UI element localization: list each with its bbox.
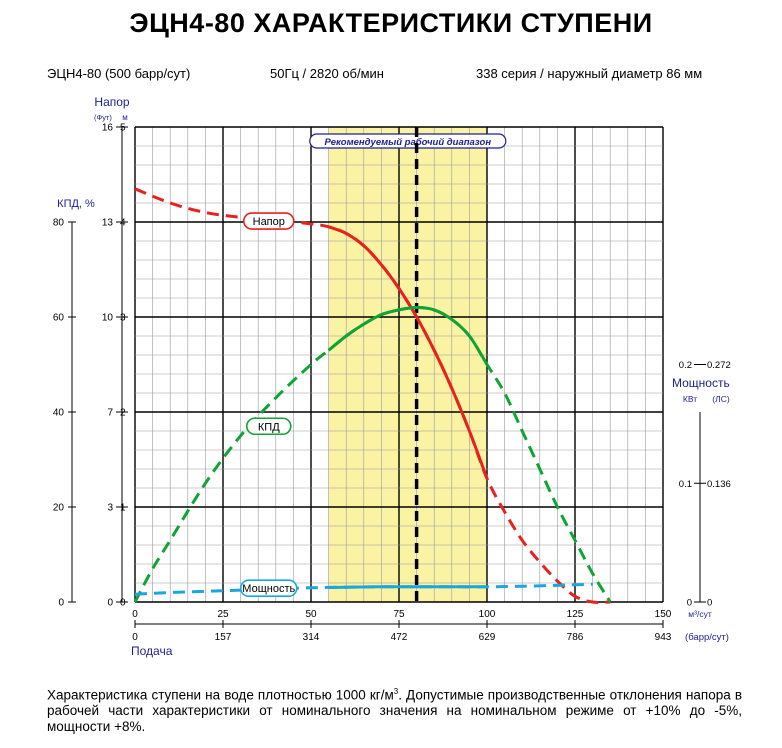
efficiency-axis-tick-label: 20: [53, 503, 65, 514]
recommended-range-label: Рекомендуемый рабочий диапазон: [325, 137, 492, 148]
power-axis-unit-hp: (ЛС): [712, 394, 730, 404]
head-axis-tick-label-m: 5: [120, 123, 126, 134]
power-axis-tick-label-hp: 0.272: [707, 360, 731, 371]
flow-axis-tick-label: 50: [305, 609, 317, 620]
flow-secondary-axis-tick-label: 314: [303, 632, 320, 643]
flow-secondary-axis-tick-label: 786: [567, 632, 584, 643]
power-axis-unit-kw: КВт: [683, 394, 697, 404]
series-label: 338 серия / наружный диаметр 86 мм: [476, 66, 703, 81]
flow-secondary-axis-tick-label: 472: [391, 632, 408, 643]
head-curve-label-box: [242, 212, 295, 230]
efficiency-axis-tick-label: 60: [53, 313, 65, 324]
power-curve-dashed: [134, 582, 593, 596]
recommended-range-label-box: [309, 133, 507, 149]
power-axis-tick-label-kw: 0.1: [679, 479, 692, 490]
flow-axis-tick-label: 0: [132, 609, 138, 620]
flow-secondary-axis-tick-label: 0: [132, 632, 138, 643]
efficiency-axis-tick-label: 40: [53, 408, 65, 419]
efficiency-curve-label-box: [245, 417, 292, 436]
flow-axis-unit-primary: м³/сут: [688, 609, 712, 619]
flow-axis-title: Подача: [131, 644, 173, 658]
footnote: Характеристика ступени на воде плотность…: [47, 684, 742, 734]
footnote-text-a: Характеристика ступени на воде плотность…: [47, 687, 394, 703]
power-curve-solid: [328, 585, 487, 589]
efficiency-axis-title: КПД, %: [57, 198, 95, 210]
model-label: ЭЦН4-80 (500 барр/сут): [47, 66, 191, 81]
head-axis-tick-label-m: 1: [120, 503, 126, 514]
head-axis-tick-label-m: 4: [120, 218, 126, 229]
efficiency-curve-label: КПД: [258, 421, 280, 433]
recommended-range-band: [328, 127, 487, 602]
power-axis-tick-label-kw: 0: [687, 598, 692, 609]
head-axis-tick-label-m: 0: [120, 598, 126, 609]
footnote-superscript: 3: [393, 687, 399, 696]
pump-performance-chart: Рекомендуемый рабочий диапазон Напор КПД Мо…: [53, 95, 731, 658]
head-curve-label: Напор: [253, 216, 285, 228]
head-curve-solid: [328, 225, 489, 480]
head-axis-title: Напор: [94, 95, 130, 109]
power-axis-tick-label-hp: 0: [707, 598, 712, 609]
power-axis-title: Мощность: [672, 376, 730, 390]
head-axis-tick-label-m: 3: [120, 313, 126, 324]
head-axis-tick-label-ft: 10: [102, 313, 114, 324]
speed-label: 50Гц / 2820 об/мин: [270, 66, 384, 81]
power-axis-tick-label-kw: 0.2: [679, 360, 692, 371]
efficiency-axis-tick-label: 80: [53, 218, 65, 229]
head-axis-tick-label-m: 2: [120, 408, 126, 419]
head-axis-tick-label-ft: 7: [107, 408, 113, 419]
head-axis-unit-m: м: [122, 113, 128, 122]
flow-axis-tick-label: 150: [655, 609, 672, 620]
flow-axis-tick-label: 75: [393, 609, 405, 620]
head-axis-tick-label-ft: 13: [102, 218, 114, 229]
head-axis-tick-label-ft: 3: [107, 503, 113, 514]
head-axis-unit-ft: (Фут): [94, 113, 112, 122]
power-curve-label-box: [239, 579, 298, 598]
efficiency-curve-solid: [327, 305, 489, 366]
flow-secondary-axis-tick-label: 629: [479, 632, 496, 643]
flow-axis-unit-secondary: (барр/сут): [685, 632, 729, 643]
power-curve-label: Мощность: [242, 583, 295, 595]
head-axis-tick-label-ft: 0: [107, 598, 113, 609]
head-axis-tick-label-ft: 16: [102, 123, 114, 134]
flow-axis-tick-label: 25: [217, 609, 229, 620]
power-axis-tick-label-hp: 0.136: [707, 479, 731, 490]
flow-secondary-axis-tick-label: 157: [215, 632, 232, 643]
grid: [134, 126, 664, 603]
flow-secondary-axis-tick-label: 943: [655, 632, 672, 643]
footnote-text-b: . Допустимые производственные отклонения…: [47, 687, 742, 734]
page-title: ЭЦН4-80 ХАРАКТЕРИСТИКИ СТУПЕНИ: [129, 8, 653, 38]
efficiency-axis-tick-label: 0: [58, 598, 64, 609]
flow-axis-tick-label: 100: [479, 609, 496, 620]
flow-axis-tick-label: 125: [567, 609, 584, 620]
